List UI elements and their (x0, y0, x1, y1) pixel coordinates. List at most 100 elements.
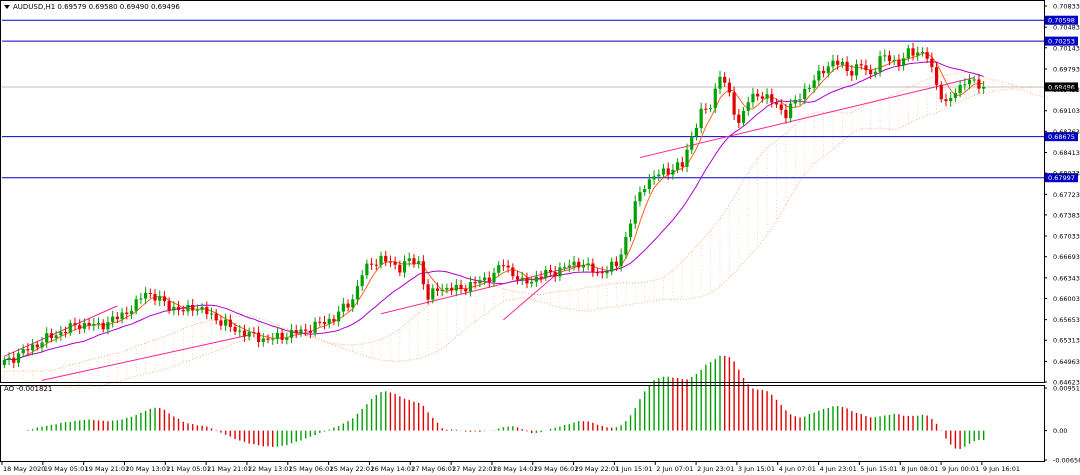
candle-body (82, 322, 86, 329)
candle-body (953, 93, 957, 98)
candle-body (845, 61, 849, 72)
candle-body (313, 321, 317, 333)
level-tag (1045, 132, 1078, 142)
candle-body (506, 265, 510, 268)
candle-body (624, 237, 628, 255)
level-tag-label: 0.70253 (1048, 38, 1075, 46)
x-tick-label: 27 May 06:01 (411, 465, 456, 473)
candle-body (327, 318, 331, 324)
y-tick-label: 0.65653 (1053, 316, 1080, 324)
candle-body (911, 48, 915, 56)
candle-body (252, 332, 256, 334)
candle-body (854, 64, 859, 76)
candle-body (708, 108, 713, 110)
candle-body (369, 263, 374, 265)
y-tick-label: 0.64623 (1053, 379, 1080, 387)
candle-body (421, 261, 425, 285)
candle-body (756, 93, 760, 97)
candle-body (129, 310, 134, 315)
candle-body (143, 292, 148, 299)
candle-body (741, 110, 746, 123)
candle-body (873, 71, 877, 75)
candle-body (294, 330, 298, 334)
candle-body (850, 71, 854, 76)
y-tick-label: 0.67723 (1053, 191, 1080, 199)
candle-body (586, 263, 590, 265)
x-tick-label: 4 Jun 23:01 (820, 465, 857, 473)
x-tick-label: 25 May 06:01 (289, 465, 334, 473)
candle-body (685, 149, 689, 167)
candle-body (567, 265, 571, 268)
candle-body (699, 108, 703, 128)
y-tick-label: 0.70833 (1053, 3, 1080, 11)
candle-body (548, 269, 553, 273)
symbol-header: AUDUSD,H1 0.69579 0.69580 0.69490 0.6949… (13, 3, 180, 11)
candle-body (73, 323, 77, 326)
candle-body (774, 102, 779, 105)
candle-body (892, 60, 896, 62)
main-panel-frame (0, 0, 1045, 383)
candle-body (916, 52, 920, 56)
candle-body (2, 360, 6, 365)
level-tag (1045, 173, 1078, 183)
candle-body (746, 102, 750, 111)
ao-tick-label: -0.006565 (1053, 457, 1080, 465)
candle-body (417, 261, 421, 264)
current-price-label: 0.69496 (1048, 83, 1075, 91)
candle-body (704, 108, 708, 110)
candle-body (779, 104, 783, 110)
y-tick-label: 0.64963 (1053, 358, 1080, 366)
chevron-down-icon[interactable] (4, 5, 10, 9)
candle-body (304, 329, 308, 331)
candle-body (718, 76, 722, 89)
candle-body (878, 56, 882, 72)
level-tag-label: 0.68675 (1048, 133, 1075, 141)
candle-body (21, 349, 25, 354)
candle-body (760, 96, 764, 99)
ao-tick-label: 0.009514 (1053, 385, 1080, 393)
candle-body (374, 264, 378, 266)
x-tick-label: 20 May 13:01 (125, 465, 170, 473)
trend-line (639, 77, 975, 159)
candle-body (63, 331, 68, 333)
candle-body (680, 162, 684, 167)
candle-body (643, 189, 647, 193)
candle-body (341, 303, 345, 312)
candle-body (859, 64, 863, 66)
x-tick-label: 29 May 22:01 (575, 465, 620, 473)
y-tick-label: 0.68413 (1053, 149, 1080, 157)
candle-body (299, 329, 303, 334)
candle-body (619, 254, 623, 267)
candle-body (530, 281, 534, 284)
x-tick-label: 29 May 06:01 (534, 465, 579, 473)
candle-body (515, 276, 520, 280)
x-tick-label: 19 May 05:01 (44, 465, 89, 473)
candle-body (40, 342, 44, 348)
candle-body (883, 55, 887, 57)
candle-body (219, 320, 223, 326)
candle-body (393, 261, 397, 265)
trend-line (41, 334, 250, 381)
candle-body (737, 114, 741, 123)
candles (2, 42, 986, 369)
candle-body (7, 357, 11, 361)
candle-body (694, 127, 699, 137)
candle-body (826, 66, 830, 74)
candle-body (661, 168, 666, 175)
candle-body (982, 86, 986, 89)
candle-body (713, 88, 717, 109)
candle-body (228, 319, 232, 328)
candle-body (322, 321, 327, 324)
candle-body (605, 271, 609, 274)
y-tick-label: 0.66003 (1053, 295, 1080, 303)
candle-body (106, 322, 110, 330)
candle-body (666, 168, 670, 175)
candle-body (31, 344, 35, 351)
candle-body (435, 288, 440, 291)
candle-body (817, 70, 821, 81)
x-tick-label: 2 Jun 23:01 (697, 465, 734, 473)
y-tick-label: 0.69453 (1053, 86, 1080, 94)
candle-body (633, 201, 637, 224)
